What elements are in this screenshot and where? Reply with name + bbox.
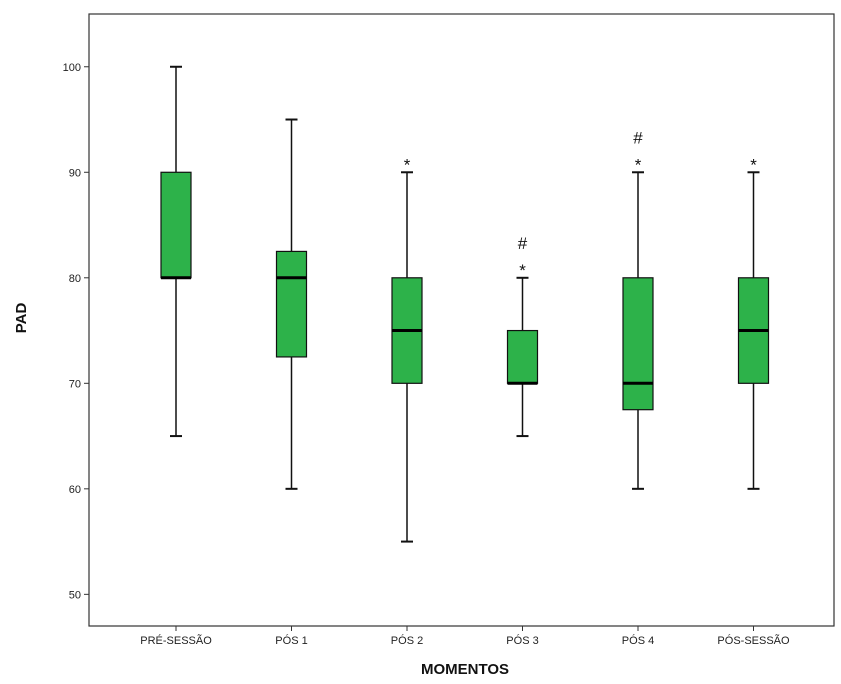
x-axis: PRÉ-SESSÃO PÓS 1 PÓS 2 PÓS 3 PÓS 4 PÓS-SESSÃO — [140, 626, 790, 647]
boxes: *#*#* * — [160, 65, 770, 543]
box-1 — [160, 65, 192, 438]
y-tick-label: 90 — [69, 167, 81, 179]
box-6: * — [737, 155, 770, 490]
x-tick-label: PÓS 4 — [622, 634, 654, 647]
significance-marker: # — [633, 128, 643, 147]
plot-frame — [88, 13, 835, 627]
y-axis: 50 60 70 80 90 100 — [63, 62, 89, 601]
box-4: #* — [506, 234, 539, 438]
significance-marker: * — [635, 155, 642, 174]
x-tick-label: PÓS 2 — [391, 634, 423, 647]
y-tick-label: 80 — [69, 273, 81, 285]
significance-marker: * — [519, 261, 526, 280]
significance-marker: * — [750, 155, 757, 174]
significance-marker: # — [518, 234, 528, 253]
x-tick-label: PÓS 1 — [275, 634, 307, 647]
y-axis-title: PAD — [13, 303, 30, 334]
iqr-box — [506, 329, 539, 384]
significance-marker: * — [404, 155, 411, 174]
x-axis-title: MOMENTOS — [421, 661, 509, 678]
y-tick-label: 60 — [69, 484, 81, 496]
y-tick-label: 70 — [69, 378, 81, 390]
iqr-box — [275, 250, 308, 358]
box-2 — [275, 118, 308, 490]
box-3: * — [391, 155, 423, 543]
iqr-box — [622, 277, 654, 411]
iqr-box — [160, 171, 192, 279]
x-tick-label: PÓS 3 — [506, 634, 538, 647]
x-tick-label: PRÉ-SESSÃO — [140, 634, 212, 647]
box-5: #* — [622, 128, 654, 490]
x-tick-label: PÓS-SESSÃO — [717, 634, 790, 647]
y-tick-label: 50 — [69, 589, 81, 601]
y-tick-label: 100 — [63, 62, 81, 74]
